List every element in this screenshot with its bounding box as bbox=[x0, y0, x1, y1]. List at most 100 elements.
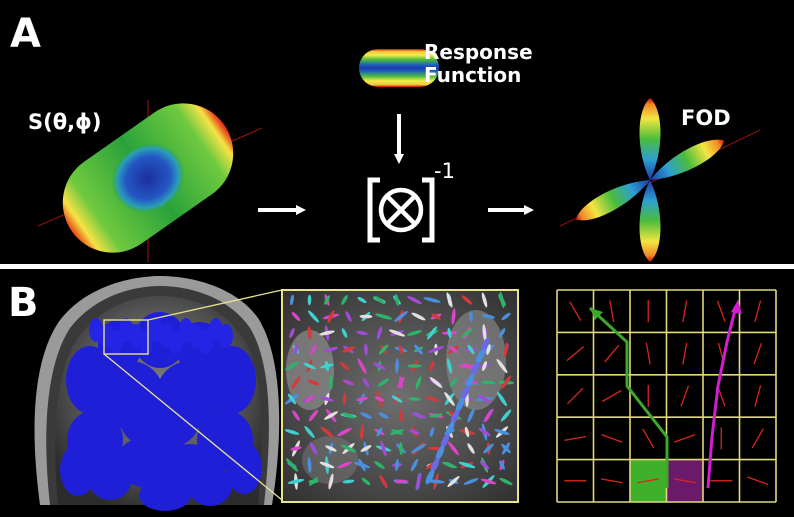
fod-glyph bbox=[374, 313, 393, 320]
fod-glyph bbox=[309, 409, 318, 422]
fod-glyph bbox=[415, 472, 422, 491]
gyrus-blob bbox=[199, 330, 213, 354]
fod-glyph bbox=[501, 312, 511, 321]
fod-glyph bbox=[379, 474, 388, 489]
fod-glyph bbox=[337, 427, 352, 437]
fod-glyph bbox=[480, 478, 497, 485]
fod-glyph bbox=[501, 443, 511, 454]
green-streamline bbox=[588, 306, 669, 488]
fod-glyph bbox=[478, 427, 491, 437]
fod-glyph bbox=[395, 358, 399, 374]
fod-direction-line bbox=[682, 300, 688, 323]
fod-direction-line bbox=[716, 300, 726, 322]
fod-glyph bbox=[426, 326, 438, 340]
fod-glyph bbox=[291, 375, 301, 390]
fod-glyph bbox=[342, 479, 355, 484]
fod-glyph bbox=[340, 444, 357, 453]
fod-glyph bbox=[304, 426, 315, 438]
fod-glyph bbox=[341, 295, 348, 305]
response-function-shape bbox=[359, 49, 439, 87]
fod-lobe bbox=[639, 98, 661, 180]
fod-glyph bbox=[307, 379, 320, 386]
fod-glyph bbox=[287, 393, 297, 405]
zoom-frame bbox=[281, 289, 519, 503]
fod-glyph bbox=[341, 346, 356, 353]
fod-glyph bbox=[399, 441, 403, 456]
fod-direction-line bbox=[569, 301, 582, 322]
fod-glyph bbox=[399, 376, 403, 389]
fod-glyph bbox=[427, 479, 445, 484]
fod-glyph bbox=[342, 412, 355, 419]
fod-direction-line bbox=[673, 478, 696, 484]
fod-glyph bbox=[341, 328, 348, 338]
fod-glyph bbox=[356, 396, 368, 402]
fod-glyph bbox=[395, 459, 399, 471]
magenta-streamline bbox=[706, 305, 738, 489]
fod-glyph bbox=[446, 292, 453, 308]
fod-direction-line bbox=[680, 385, 690, 407]
fibre-bundle-glyph bbox=[430, 457, 440, 473]
fod-direction-line bbox=[601, 434, 623, 443]
fod-glyph bbox=[394, 294, 400, 306]
fod-glyph bbox=[304, 395, 315, 403]
fod-glyph bbox=[482, 324, 487, 342]
response-label-line2: Function bbox=[424, 63, 521, 87]
fod-glyph bbox=[390, 429, 404, 435]
signal-label: S(θ,ϕ) bbox=[28, 110, 101, 134]
fod-glyph bbox=[376, 326, 383, 340]
fod-glyph bbox=[429, 360, 435, 372]
fod-glyph bbox=[447, 475, 460, 488]
fod-glyph bbox=[343, 379, 354, 386]
fod-glyph bbox=[374, 396, 385, 402]
fod-glyph bbox=[499, 291, 505, 309]
fod-glyph bbox=[494, 429, 510, 435]
inverse-exponent: -1 bbox=[434, 159, 455, 183]
right-bracket bbox=[422, 177, 435, 243]
fod-glyph bbox=[447, 441, 460, 456]
gyrus-blob bbox=[109, 330, 123, 354]
gyrus-blob bbox=[219, 324, 233, 348]
fod-glyph bbox=[289, 294, 295, 306]
fod-glyph bbox=[486, 344, 491, 355]
fod-glyph bbox=[458, 461, 476, 469]
fod-glyph bbox=[407, 295, 422, 305]
fod-glyph bbox=[362, 377, 370, 388]
fod-glyph bbox=[329, 375, 333, 390]
white-matter-blob bbox=[120, 390, 200, 450]
fod-glyph bbox=[290, 446, 302, 451]
fod-glyph bbox=[291, 311, 301, 322]
fod-glyph bbox=[409, 429, 420, 435]
fod-glyph bbox=[323, 346, 339, 353]
fibre-bundle-glyph bbox=[455, 397, 465, 413]
white-matter-blob bbox=[88, 456, 132, 500]
magenta-arrowhead-icon bbox=[731, 300, 742, 314]
fod-direction-line bbox=[600, 478, 623, 484]
panel-b-label: B bbox=[8, 280, 39, 326]
fod-glyph bbox=[408, 397, 421, 401]
brain-mri-image bbox=[34, 276, 280, 511]
fod-direction-line bbox=[751, 428, 764, 449]
fod-glyph bbox=[324, 411, 338, 420]
fod-glyph bbox=[503, 342, 509, 357]
white-matter-blob bbox=[60, 444, 96, 496]
fod-glyph bbox=[337, 461, 352, 469]
fod-direction-line bbox=[637, 478, 660, 484]
fod-glyph bbox=[499, 477, 513, 486]
fod-glyph bbox=[484, 408, 493, 423]
fod-glyph bbox=[342, 393, 347, 405]
fod-glyph bbox=[481, 380, 496, 385]
left-bracket bbox=[367, 177, 380, 243]
fod-label: FOD bbox=[681, 106, 731, 130]
zoom-connector-bottom bbox=[103, 353, 283, 501]
fod-glyph bbox=[407, 364, 422, 368]
fod-glyph bbox=[319, 330, 335, 336]
fibre-bundle-glyph bbox=[460, 385, 470, 401]
fod-glyph bbox=[449, 378, 458, 387]
fod-glyph bbox=[327, 309, 335, 324]
fod-glyph bbox=[482, 314, 495, 319]
fod-glyph bbox=[307, 294, 312, 306]
otimes-stroke-2 bbox=[385, 194, 417, 226]
fod-glyph bbox=[324, 360, 330, 372]
fod-glyph bbox=[361, 477, 371, 486]
fod-glyph bbox=[411, 412, 426, 419]
